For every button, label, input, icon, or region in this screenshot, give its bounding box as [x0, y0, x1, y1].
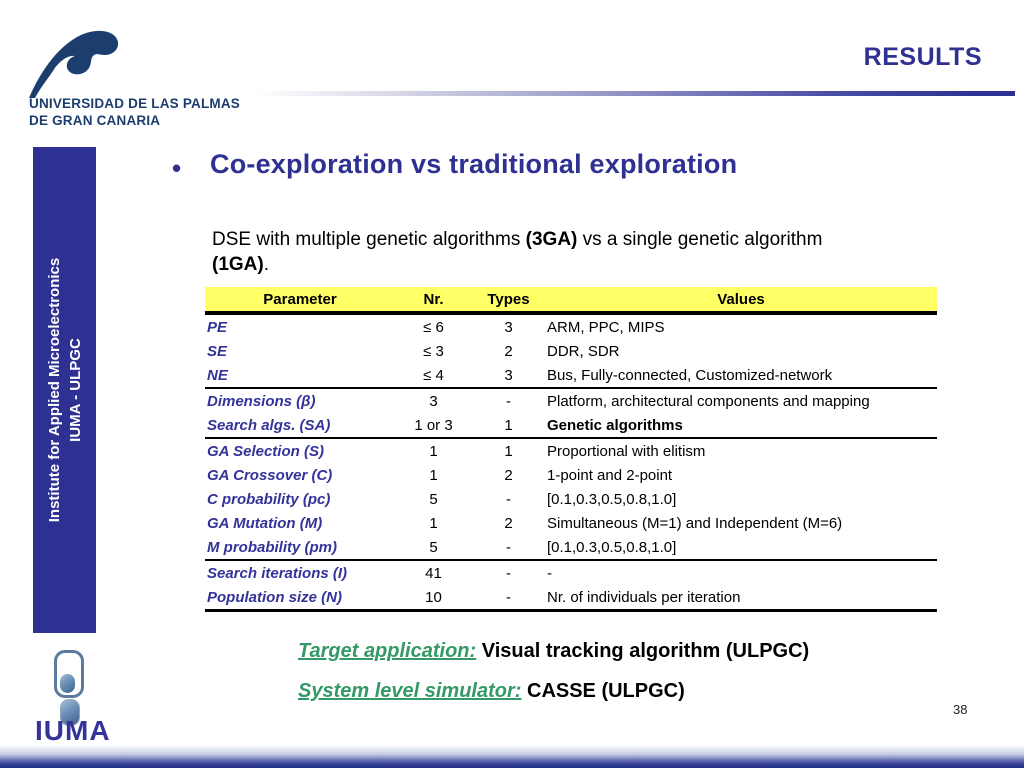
- row-parameter: C probability (pc): [207, 490, 331, 508]
- footnote-label: System level simulator:: [298, 680, 522, 702]
- intro-period: .: [263, 254, 270, 276]
- bottom-gradient-bar: [0, 745, 1024, 768]
- row-types: 3: [504, 366, 513, 384]
- iuma-logo-capsule-icon: [60, 699, 80, 726]
- header-gradient-rule: [255, 91, 1015, 96]
- column-header-types: Types: [472, 287, 545, 315]
- column-header-parameter: Parameter: [205, 287, 395, 315]
- row-values: DDR, SDR: [547, 342, 620, 360]
- row-nr: ≤ 3: [423, 342, 444, 360]
- row-types: 2: [504, 466, 513, 484]
- row-nr: 5: [429, 490, 438, 508]
- footnote-label: Target application:: [298, 640, 477, 662]
- bullet-icon: •: [172, 153, 182, 183]
- intro-seg2: vs a single genetic algorithm: [577, 229, 823, 250]
- column-header-values: Values: [545, 287, 937, 315]
- page-number: 38: [953, 702, 968, 717]
- row-parameter: Dimensions (β): [205, 387, 395, 413]
- table-row: Dimensions (β) 3- Platform, architectural …: [205, 387, 937, 413]
- row-nr: 10: [395, 585, 472, 612]
- table-row: Search iterations (I) 41- -: [205, 559, 937, 585]
- ulpgc-logo-swoosh-icon: [26, 26, 126, 99]
- row-values: Platform, architectural components and m…: [545, 387, 937, 413]
- row-parameter: NE: [207, 366, 228, 384]
- row-values: [0.1,0.3,0.5,0.8,1.0]: [547, 538, 677, 556]
- row-parameter: Population size (N): [205, 585, 395, 612]
- row-parameter: Search iterations (I): [205, 559, 395, 585]
- institute-acronym: IUMA - ULPGC: [66, 338, 84, 442]
- table-row: NE ≤ 4 3 Bus, Fully-connected, Customized-n…: [205, 363, 937, 388]
- row-types: 1: [472, 437, 545, 463]
- row-values: 1-point and 2-point: [547, 466, 673, 484]
- institute-name: Institute for Applied Microelectronics: [45, 257, 63, 523]
- table-row: SE ≤ 3 2 DDR, SDR: [205, 339, 937, 363]
- row-types: -: [506, 538, 511, 556]
- row-types: -: [472, 559, 545, 585]
- row-types: 3: [504, 318, 513, 336]
- row-nr: 1: [429, 466, 438, 484]
- row-nr: 1 or 3: [414, 416, 453, 434]
- table-row: Search algs. (SA) 1 or 3 1 Genetic algorith…: [205, 413, 937, 438]
- table-row: C probability (pc) 5 - [0.1,0.3,0.5,0.8,1.0…: [205, 487, 937, 511]
- section-title: RESULTS: [863, 43, 982, 71]
- footnote-target-application: Target application: Visual tracking algo…: [298, 640, 809, 663]
- row-types: 2: [504, 342, 513, 360]
- iuma-logo-blob-icon: [60, 674, 75, 693]
- row-values: ARM, PPC, MIPS: [547, 318, 665, 336]
- row-parameter: Search algs. (SA): [207, 416, 331, 434]
- footnote-text: CASSE (ULPGC): [521, 680, 685, 702]
- table-header-row: Parameter Nr. Types Values: [205, 287, 937, 315]
- row-nr: 3: [395, 387, 472, 413]
- intro-seg1: DSE with multiple genetic algorithms: [212, 229, 526, 250]
- row-nr: ≤ 6: [423, 318, 444, 336]
- university-name: UNIVERSIDAD DE LAS PALMAS DE GRAN CANARI…: [29, 95, 240, 130]
- slide-title: Co-exploration vs traditional exploratio…: [210, 149, 738, 179]
- row-parameter: GA Mutation (M): [207, 514, 323, 532]
- parameters-table: Parameter Nr. Types Values PE ≤ 6 3 ARM, PP…: [205, 287, 937, 612]
- intro-paragraph: DSE with multiple genetic algorithms (3G…: [212, 227, 957, 278]
- column-header-nr: Nr.: [395, 287, 472, 315]
- table-row: M probability (pm) 5 - [0.1,0.3,0.5,0.8,1.0…: [205, 535, 937, 560]
- row-values: Simultaneous (M=1) and Independent (M=6): [547, 514, 843, 532]
- row-types: -: [506, 490, 511, 508]
- row-types: 1: [504, 416, 513, 434]
- row-parameter: PE: [207, 318, 228, 336]
- row-parameter: GA Crossover (C): [207, 466, 333, 484]
- table-row: GA Crossover (C) 1 2 1-point and 2-point: [205, 463, 937, 487]
- row-types: -: [472, 387, 545, 413]
- row-values: Nr. of individuals per iteration: [545, 585, 937, 612]
- row-values: Proportional with elitism: [545, 437, 937, 463]
- row-nr: 41: [395, 559, 472, 585]
- university-name-line2: DE GRAN CANARIA: [29, 113, 161, 129]
- row-types: -: [472, 585, 545, 612]
- row-parameter: SE: [207, 342, 228, 360]
- footnote-system-simulator: System level simulator: CASSE (ULPGC): [298, 680, 685, 703]
- row-types: 2: [504, 514, 513, 532]
- row-parameter: GA Selection (S): [205, 437, 395, 463]
- row-values: Bus, Fully-connected, Customized-network: [547, 366, 833, 384]
- intro-bold-3ga: (3GA): [525, 229, 578, 250]
- row-parameter: M probability (pm): [207, 538, 337, 556]
- table-row: GA Selection (S) 1 1 Proportional with elit…: [205, 437, 937, 463]
- iuma-logo-text: IUMA: [35, 715, 111, 746]
- table-row: Population size (N) 10- Nr. of individuals…: [205, 585, 937, 612]
- table-row: PE ≤ 6 3 ARM, PPC, MIPS: [205, 313, 937, 339]
- row-values: [0.1,0.3,0.5,0.8,1.0]: [547, 490, 677, 508]
- university-name-line1: UNIVERSIDAD DE LAS PALMAS: [29, 96, 241, 111]
- institute-sidebar-text: Institute for Applied Microelectronics I…: [44, 147, 86, 633]
- row-nr: ≤ 4: [423, 366, 444, 384]
- table-row: GA Mutation (M) 1 2 Simultaneous (M=1) and …: [205, 511, 937, 535]
- footnote-text: Visual tracking algorithm (ULPGC): [476, 640, 810, 662]
- intro-bold-1ga: (1GA): [212, 254, 264, 276]
- row-nr: 1: [395, 437, 472, 463]
- row-nr: 5: [429, 538, 438, 556]
- institute-sidebar: Institute for Applied Microelectronics I…: [33, 147, 96, 633]
- row-nr: 1: [429, 514, 438, 532]
- row-values: -: [545, 559, 937, 585]
- row-values: Genetic algorithms: [547, 416, 683, 434]
- iuma-logo-icon: [54, 650, 84, 698]
